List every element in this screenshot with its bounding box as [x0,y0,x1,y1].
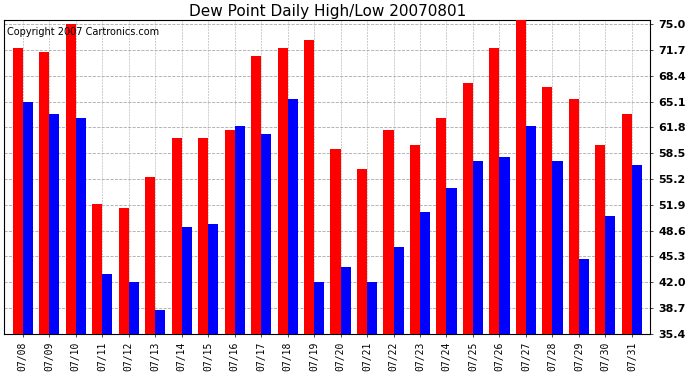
Bar [76,118,86,334]
Bar [437,118,446,334]
Bar [605,216,615,334]
Bar [12,48,23,334]
Bar [489,48,500,334]
Bar [172,138,181,334]
Bar [420,212,430,334]
Bar [198,138,208,334]
Bar [66,24,76,334]
Bar [357,169,367,334]
Bar [92,204,102,334]
Bar [128,282,139,334]
Bar [39,52,49,334]
Bar [500,157,509,334]
Bar [304,40,314,334]
Bar [288,99,297,334]
Bar [261,134,271,334]
Bar [367,282,377,334]
Bar [23,102,32,334]
Bar [235,126,245,334]
Bar [526,126,536,334]
Bar [224,130,235,334]
Bar [595,146,605,334]
Bar [622,114,632,334]
Text: Copyright 2007 Cartronics.com: Copyright 2007 Cartronics.com [8,27,159,37]
Bar [49,114,59,334]
Bar [208,224,218,334]
Bar [569,99,579,334]
Bar [331,149,341,334]
Bar [463,83,473,334]
Bar [119,208,128,334]
Bar [410,146,420,334]
Bar [102,274,112,334]
Bar [393,247,404,334]
Bar [553,161,562,334]
Bar [384,130,393,334]
Bar [542,87,553,334]
Bar [251,56,261,334]
Bar [145,177,155,334]
Title: Dew Point Daily High/Low 20070801: Dew Point Daily High/Low 20070801 [188,4,466,19]
Bar [473,161,483,334]
Bar [341,267,351,334]
Bar [516,16,526,334]
Bar [314,282,324,334]
Bar [632,165,642,334]
Bar [155,310,165,334]
Bar [579,259,589,334]
Bar [181,228,192,334]
Bar [446,188,457,334]
Bar [277,48,288,334]
